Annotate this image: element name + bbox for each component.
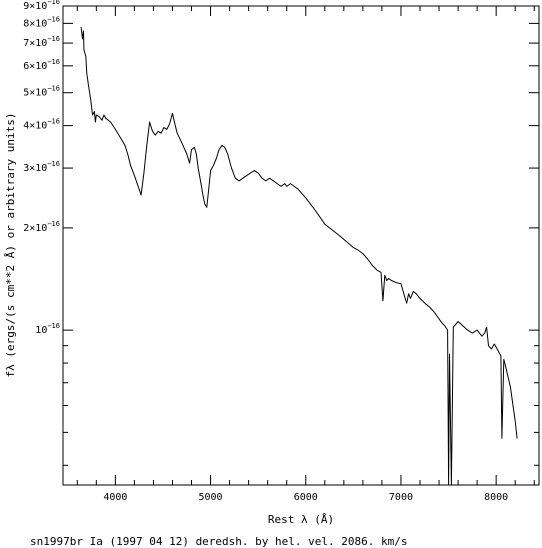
axis-ticks	[63, 5, 539, 485]
y-tick-label: 4×10−16	[23, 118, 60, 132]
y-tick-mantissa: 5×10	[23, 88, 47, 99]
y-tick-labels: 10−162×10−163×10−164×10−165×10−166×10−16…	[23, 0, 60, 336]
y-tick-exponent: −16	[47, 0, 60, 6]
plot-area-border	[62, 5, 540, 486]
y-tick-label: 10−16	[35, 322, 60, 336]
chart-caption: sn1997br Ia (1997 04 12) deredsh. by hel…	[30, 535, 408, 548]
x-tick-label: 5000	[199, 492, 223, 503]
y-tick-label: 3×10−16	[23, 160, 60, 174]
y-tick-exponent: −16	[47, 118, 60, 126]
x-tick-labels: 4000 5000 6000 7000 8000	[103, 492, 508, 503]
spectrum-line	[80, 27, 518, 486]
y-tick-mantissa: 3×10	[23, 163, 47, 174]
x-axis-label: Rest λ (Å)	[268, 513, 334, 526]
y-tick-exponent: −16	[47, 220, 60, 228]
y-tick-mantissa: 4×10	[23, 121, 47, 132]
y-tick-label: 8×10−16	[23, 15, 60, 29]
y-tick-mantissa: 9×10	[23, 1, 47, 12]
y-axis-label: fλ (ergs/(s cm**2 Å) or arbitrary units)	[4, 113, 17, 378]
y-tick-exponent: −16	[47, 58, 60, 66]
y-tick-mantissa: 6×10	[23, 61, 47, 72]
y-tick-exponent: −16	[47, 15, 60, 23]
plot-frame	[62, 5, 540, 486]
y-tick-mantissa: 8×10	[23, 18, 47, 29]
y-tick-label: 2×10−16	[23, 220, 60, 234]
y-tick-label: 6×10−16	[23, 58, 60, 72]
series-layer	[80, 27, 518, 486]
y-tick-exponent: −16	[47, 35, 60, 43]
y-tick-exponent: −16	[47, 85, 60, 93]
y-tick-exponent: −16	[47, 322, 60, 330]
y-tick-mantissa: 10	[35, 325, 47, 336]
y-tick-mantissa: 2×10	[23, 223, 47, 234]
y-tick-label: 7×10−16	[23, 35, 60, 49]
x-tick-label: 7000	[389, 492, 413, 503]
x-tick-label: 8000	[484, 492, 508, 503]
x-tick-label: 4000	[103, 492, 127, 503]
y-tick-label: 9×10−16	[23, 0, 60, 12]
y-tick-label: 5×10−16	[23, 85, 60, 99]
x-tick-label: 6000	[294, 492, 318, 503]
y-tick-mantissa: 7×10	[23, 38, 47, 49]
y-tick-exponent: −16	[47, 160, 60, 168]
